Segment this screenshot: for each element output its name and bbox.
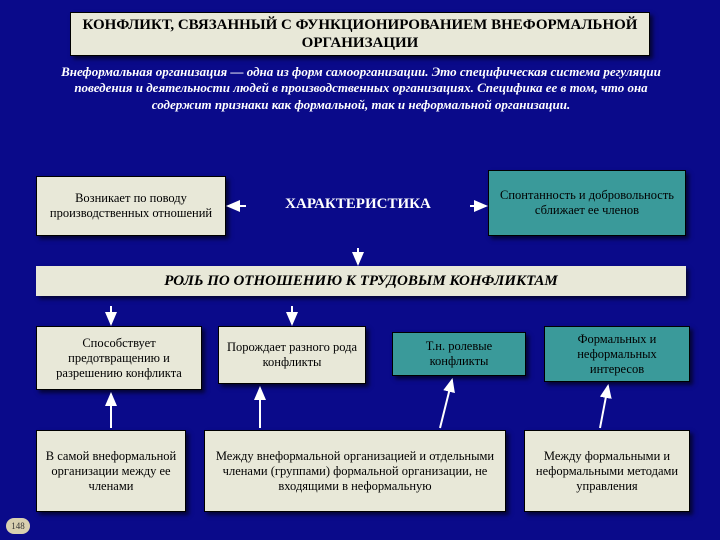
characteristic-left-box: Возникает по поводу производственных отн…: [36, 176, 226, 236]
characteristic-right-box: Спонтанность и добровольность сближает е…: [488, 170, 686, 236]
title-box: КОНФЛИКТ, СВЯЗАННЫЙ С ФУНКЦИОНИРОВАНИЕМ …: [70, 12, 650, 56]
title-text: КОНФЛИКТ, СВЯЗАННЫЙ С ФУНКЦИОНИРОВАНИЕМ …: [77, 16, 643, 52]
characteristic-label: ХАРАКТЕРИСТИКА: [258, 196, 458, 213]
role-top-c: Т.н. ролевые конфликты: [392, 332, 526, 376]
role-banner: РОЛЬ ПО ОТНОШЕНИЮ К ТРУДОВЫМ КОНФЛИКТАМ: [36, 266, 686, 296]
role-top-d: Формальных и неформальных интересов: [544, 326, 690, 382]
role-bottom-b: Между внеформальной организацией и отдел…: [204, 430, 506, 512]
role-top-a: Способствует предотвращению и разрешению…: [36, 326, 202, 390]
description-text: Внеформальная организация — одна из форм…: [46, 64, 676, 113]
page-number: 148: [6, 518, 30, 534]
role-bottom-c: Между формальными и неформальными метода…: [524, 430, 690, 512]
role-bottom-a: В самой внеформальной организации между …: [36, 430, 186, 512]
role-top-b: Порождает разного рода конфликты: [218, 326, 366, 384]
